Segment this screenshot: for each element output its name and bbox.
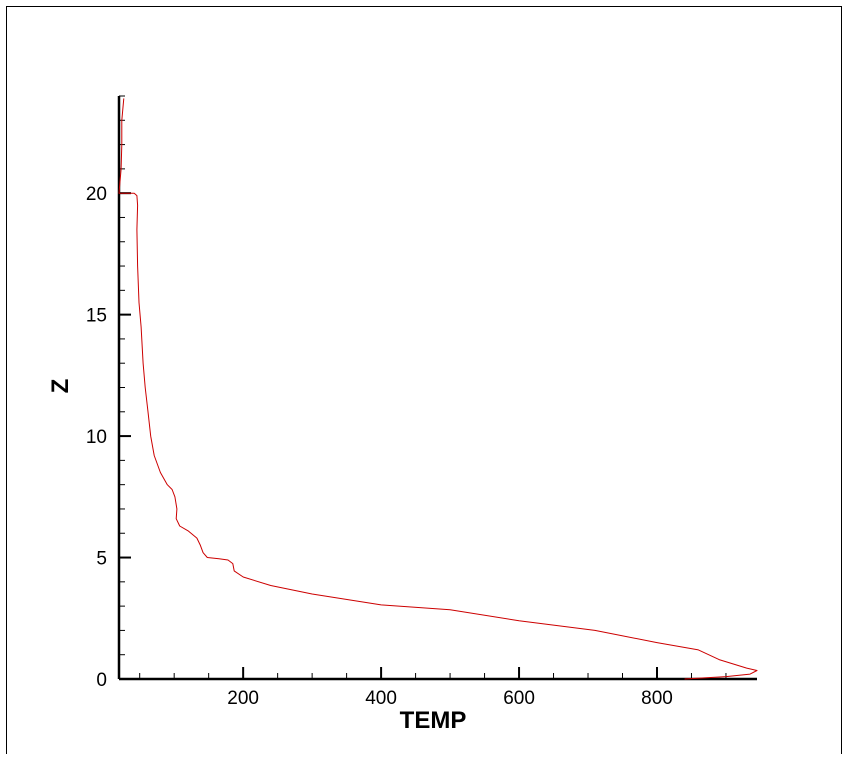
x-tick-label: 200 <box>227 688 259 709</box>
y-tick-label: 15 <box>86 306 107 327</box>
x-tick-label: 800 <box>641 688 673 709</box>
y-tick-label: 5 <box>96 549 107 570</box>
temperature-profile-line <box>118 98 758 680</box>
axes <box>117 96 757 681</box>
x-tick-label: 400 <box>365 688 397 709</box>
y-tick-label: 0 <box>96 670 107 691</box>
x-tick-label: 600 <box>503 688 535 709</box>
y-tick-label: 10 <box>86 427 107 448</box>
tick-labels: 200 400 600 800 0 5 10 15 20 <box>86 184 673 709</box>
plot-frame <box>6 6 842 754</box>
y-axis-title: Z <box>47 379 74 394</box>
major-ticks <box>119 192 658 680</box>
minor-ticks <box>119 95 727 679</box>
y-tick-label: 20 <box>86 184 107 205</box>
x-axis-title: TEMP <box>400 707 467 734</box>
